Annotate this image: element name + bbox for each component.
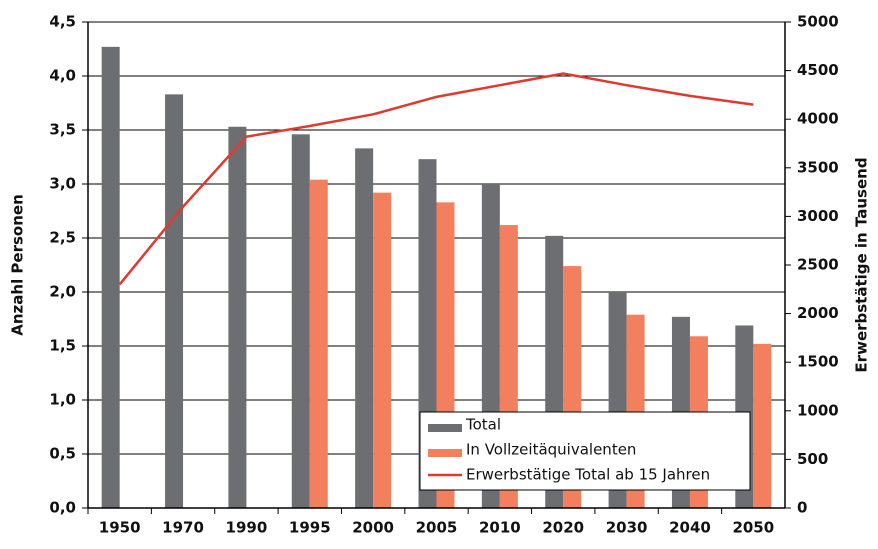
bar: [373, 192, 392, 508]
x-tick-label: 2020: [542, 519, 584, 537]
y2-tick-label: 0: [797, 499, 807, 517]
bar: [309, 179, 328, 508]
bar: [101, 46, 120, 509]
x-tick-label: 1970: [162, 519, 204, 537]
bar: [165, 94, 184, 509]
legend-swatch: [428, 424, 462, 432]
x-tick-label: 1995: [289, 519, 331, 537]
legend: Total In Vollzeitäquivalenten Erwerbstätig…: [419, 411, 751, 491]
y-axis-label: Anzahl Personen: [9, 194, 27, 336]
x-tick-label: 2000: [352, 519, 394, 537]
y2-tick-label: 500: [797, 450, 828, 468]
y2-tick-label: 3000: [797, 207, 839, 225]
y2-axis-label: Erwerbstätige in Tausend: [853, 157, 871, 372]
legend-label: Erwerbstätige Total ab 15 Jahren: [466, 466, 710, 484]
y-tick-label: 4,5: [49, 13, 76, 31]
x-tick-label: 1950: [99, 519, 141, 537]
y-tick-label: 1,5: [49, 337, 76, 355]
x-tick-label: 2050: [732, 519, 774, 537]
bar: [291, 134, 310, 508]
y-tick-label: 2,0: [49, 283, 76, 301]
y2-tick-label: 1500: [797, 353, 839, 371]
y-tick-label: 1,0: [49, 391, 76, 409]
y-tick-label: 0,5: [49, 445, 76, 463]
x-tick-label: 2030: [606, 519, 648, 537]
legend-swatch: [428, 449, 462, 457]
line: [118, 72, 754, 286]
y-tick-label: 2,5: [49, 229, 76, 247]
legend-label: In Vollzeitäquivalenten: [466, 441, 636, 459]
x-tick-label: 2040: [669, 519, 711, 537]
y2-tick-label: 4500: [797, 61, 839, 79]
y2-tick-label: 1000: [797, 401, 839, 419]
y-tick-label: 3,5: [49, 121, 76, 139]
x-tick-label: 1990: [226, 519, 268, 537]
bar: [228, 126, 247, 508]
y2-tick-label: 3500: [797, 158, 839, 176]
y-tick-label: 4,0: [49, 67, 76, 85]
x-tick-label: 2005: [416, 519, 458, 537]
y2-tick-label: 2500: [797, 256, 839, 274]
y-tick-label: 0,0: [49, 499, 76, 517]
bar: [355, 148, 374, 509]
y-tick-label: 3,0: [49, 175, 76, 193]
legend-label: Total: [465, 416, 501, 434]
y2-tick-label: 5000: [797, 13, 839, 31]
y2-tick-label: 4000: [797, 110, 839, 128]
y2-tick-label: 2000: [797, 304, 839, 322]
legend-box: [419, 411, 751, 491]
bar: [753, 343, 772, 508]
x-tick-label: 2010: [479, 519, 521, 537]
